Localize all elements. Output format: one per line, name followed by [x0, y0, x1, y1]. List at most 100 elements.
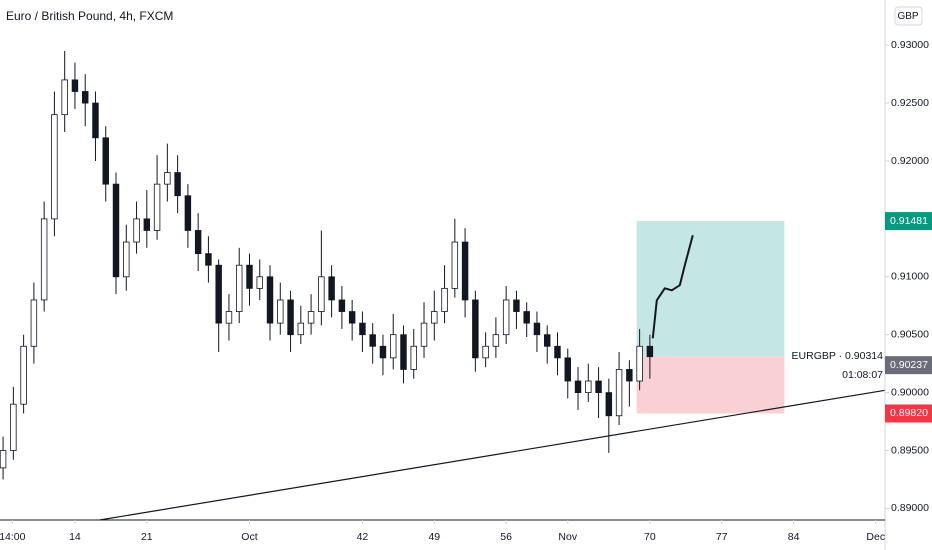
candle-body — [307, 311, 315, 324]
candle-body — [636, 345, 643, 382]
candle-body — [646, 345, 654, 358]
price-tag-label: 0.89820 — [890, 407, 928, 419]
currency: GBP — [897, 11, 918, 22]
x-tick-label: Oct — [241, 531, 257, 543]
price-tag — [885, 356, 932, 375]
candle-body — [492, 334, 500, 347]
candle-body — [153, 183, 161, 231]
currency-badge[interactable] — [894, 6, 923, 26]
candle-body — [297, 322, 305, 336]
y-tick-label: 0.90500 — [891, 328, 929, 340]
symbol-label: EURGBP · 0.90314 — [792, 350, 884, 362]
candle-body — [348, 311, 356, 324]
candle-body — [451, 241, 459, 289]
y-tick-label: 0.92000 — [891, 155, 929, 167]
x-tick-label: 49 — [428, 531, 440, 543]
candle-body — [472, 299, 479, 359]
candle-body — [626, 369, 633, 382]
candle-body — [564, 357, 571, 382]
loss-zone — [636, 356, 785, 414]
y-tick-label: 0.93000 — [891, 39, 929, 51]
candle-body — [194, 230, 202, 255]
candle-body — [215, 264, 222, 324]
x-tick-label: Nov — [558, 531, 577, 543]
candle-body — [143, 218, 151, 231]
chart-title: Euro / British Pound, 4h, FXCM — [6, 9, 173, 23]
x-tick-label: 84 — [788, 531, 800, 543]
candle-body — [92, 102, 99, 139]
candle-body — [164, 172, 171, 185]
x-tick-label: Dec — [866, 531, 885, 543]
candle-body — [205, 253, 212, 266]
candle-body — [615, 369, 623, 417]
candle-body — [513, 299, 520, 312]
candle-body — [20, 345, 27, 405]
candle-body — [595, 380, 602, 394]
candle-body — [441, 287, 448, 312]
candle-body — [277, 299, 284, 324]
candle-body — [605, 392, 613, 417]
y-tick-label: 0.89500 — [891, 444, 929, 456]
y-tick-label: 0.91000 — [891, 271, 929, 283]
candle-body — [235, 264, 243, 312]
x-tick-label: 42 — [357, 531, 369, 543]
y-tick-label: 0.90000 — [891, 386, 929, 398]
candle-body — [461, 241, 469, 301]
candle-body — [543, 334, 551, 347]
candle-body — [533, 322, 541, 336]
candle-body — [328, 276, 335, 301]
candle-body — [71, 79, 79, 92]
price-tag-label: 0.91481 — [890, 215, 928, 227]
x-tick-label: 21 — [141, 531, 153, 543]
trendline — [99, 389, 886, 521]
candle-body — [81, 91, 89, 104]
candle-body — [369, 334, 376, 347]
x-tick-label: 14:00 — [0, 531, 26, 543]
candle-body — [133, 218, 140, 243]
profit-zone — [636, 221, 785, 357]
candle-body — [225, 311, 233, 324]
candle-body — [112, 183, 120, 278]
plot-area — [0, 50, 886, 521]
candle-body — [184, 195, 192, 231]
candle-body — [400, 334, 407, 370]
candle-body — [51, 114, 58, 220]
candle-body — [338, 299, 346, 312]
candle-body — [482, 345, 489, 359]
candle-body — [410, 345, 417, 370]
candle-body — [0, 450, 7, 469]
countdown: 01:08:07 — [842, 369, 883, 381]
candle-body — [389, 334, 397, 359]
candle-body — [61, 79, 68, 116]
candle-body — [379, 345, 387, 359]
candle-body — [318, 276, 325, 312]
candle-body — [30, 299, 38, 347]
candle-body — [123, 241, 130, 278]
candle-body — [40, 218, 48, 301]
candle-body — [359, 322, 366, 336]
candle-body — [246, 264, 253, 289]
y-tick-label: 0.89000 — [891, 502, 929, 514]
x-tick-label: 56 — [500, 531, 512, 543]
candle-body — [10, 403, 17, 451]
x-tick-label: 14 — [69, 531, 81, 543]
price-tag-label: 0.90237 — [890, 359, 928, 371]
projection-drawing — [651, 234, 694, 339]
candle-body — [574, 380, 582, 394]
candle-body — [174, 172, 181, 197]
candle-body — [287, 299, 294, 336]
candle-body — [256, 276, 263, 289]
candle-body — [431, 311, 438, 324]
price-tag — [885, 404, 932, 423]
price-tag — [885, 212, 932, 231]
candle-body — [502, 299, 510, 336]
candle-body — [102, 137, 109, 185]
candle-body — [420, 322, 428, 347]
candle-body — [585, 380, 592, 394]
x-tick-label: 77 — [716, 531, 728, 543]
x-tick-label: 70 — [644, 531, 656, 543]
candle-body — [266, 276, 274, 324]
candle-body — [554, 345, 561, 359]
y-tick-label: 0.92500 — [891, 97, 929, 109]
